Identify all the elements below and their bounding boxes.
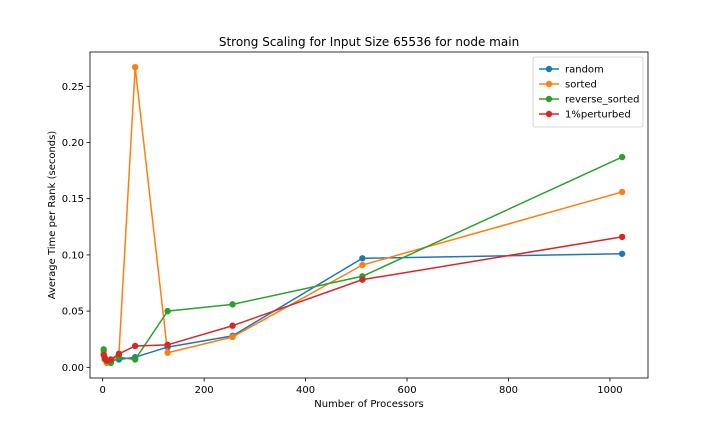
y-tick-label: 0.15 — [62, 194, 84, 205]
data-point-sorted — [229, 333, 236, 341]
data-point-1%perturbed — [164, 341, 171, 349]
data-point-reverse_sorted — [131, 356, 139, 363]
y-tick-label: 0.00 — [62, 363, 84, 374]
legend-marker-random — [545, 65, 553, 73]
x-tick-label: 400 — [296, 385, 315, 396]
data-point-sorted — [618, 188, 626, 196]
data-point-1%perturbed — [107, 356, 114, 363]
legend-label: sorted — [565, 80, 597, 91]
legend-marker-sorted — [545, 80, 553, 88]
data-point-1%perturbed — [115, 350, 123, 358]
legend-label: random — [565, 65, 604, 76]
x-axis: 0 200 400 600 800 1000 — [99, 378, 623, 396]
y-axis-label: Average Time per Rank (seconds) — [47, 131, 58, 300]
legend-marker-1%perturbed — [545, 110, 553, 118]
x-tick-label: 800 — [499, 385, 518, 396]
data-point-1%perturbed — [359, 276, 366, 283]
legend-box — [532, 56, 644, 128]
y-tick-label: 0.05 — [62, 307, 84, 318]
series-line-random — [102, 253, 623, 363]
x-tick-label: 1000 — [597, 385, 622, 396]
data-point-random — [359, 255, 366, 262]
legend: random sorted reverse_sorted 1%perturbed — [532, 56, 644, 128]
x-tick-label: 0 — [99, 385, 105, 396]
plot-area — [100, 63, 626, 367]
data-point-1%perturbed — [131, 342, 139, 350]
data-point-sorted — [131, 63, 139, 71]
y-tick-label: 0.20 — [62, 138, 84, 149]
chart-title: Strong Scaling for Input Size 65536 for … — [219, 35, 519, 49]
data-point-1%perturbed — [229, 322, 236, 329]
data-point-random — [618, 250, 626, 257]
data-point-reverse_sorted — [164, 307, 171, 315]
legend-label: 1%perturbed — [565, 110, 631, 121]
data-point-reverse_sorted — [618, 153, 626, 161]
x-tick-label: 600 — [397, 385, 416, 396]
data-point-reverse_sorted — [229, 301, 236, 308]
data-point-sorted — [359, 261, 366, 269]
legend-label: reverse_sorted — [565, 95, 639, 106]
data-point-1%perturbed — [618, 233, 626, 241]
y-axis: 0.00 0.05 0.10 0.15 0.20 0.25 — [62, 82, 90, 374]
y-tick-label: 0.10 — [62, 250, 84, 261]
legend-marker-reverse_sorted — [545, 95, 553, 103]
x-tick-label: 200 — [195, 385, 214, 396]
y-tick-label: 0.25 — [62, 82, 84, 93]
data-point-reverse_sorted — [100, 346, 107, 353]
plot-frame — [89, 51, 649, 379]
x-axis-label: Number of Processors — [314, 399, 424, 410]
data-point-sorted — [164, 349, 171, 356]
